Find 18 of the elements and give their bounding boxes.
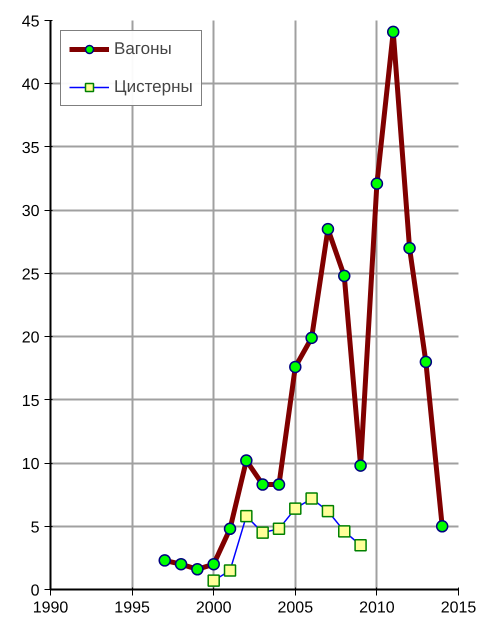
y-tick-label: 30 xyxy=(22,203,40,220)
legend-label: Цистерны xyxy=(114,77,193,97)
x-tick-label: 2015 xyxy=(440,600,476,616)
y-tick-label: 25 xyxy=(22,266,40,284)
y-tick-label: 20 xyxy=(22,330,40,347)
y-tick-label: 15 xyxy=(22,392,40,410)
x-tick-label: 2010 xyxy=(359,600,395,616)
x-tick-label: 1995 xyxy=(114,600,150,616)
y-tick-label: 45 xyxy=(22,14,40,30)
legend-label: Вагоны xyxy=(114,39,172,59)
y-tick-label: 40 xyxy=(22,76,40,94)
x-tick-label: 2000 xyxy=(196,600,232,616)
y-tick-label: 0 xyxy=(30,582,40,600)
x-tick-label: 1990 xyxy=(32,600,68,616)
y-tick-label: 10 xyxy=(22,456,40,474)
y-tick-label: 35 xyxy=(22,140,40,157)
y-tick-label: 5 xyxy=(30,519,40,536)
x-tick-label: 2005 xyxy=(278,600,314,616)
